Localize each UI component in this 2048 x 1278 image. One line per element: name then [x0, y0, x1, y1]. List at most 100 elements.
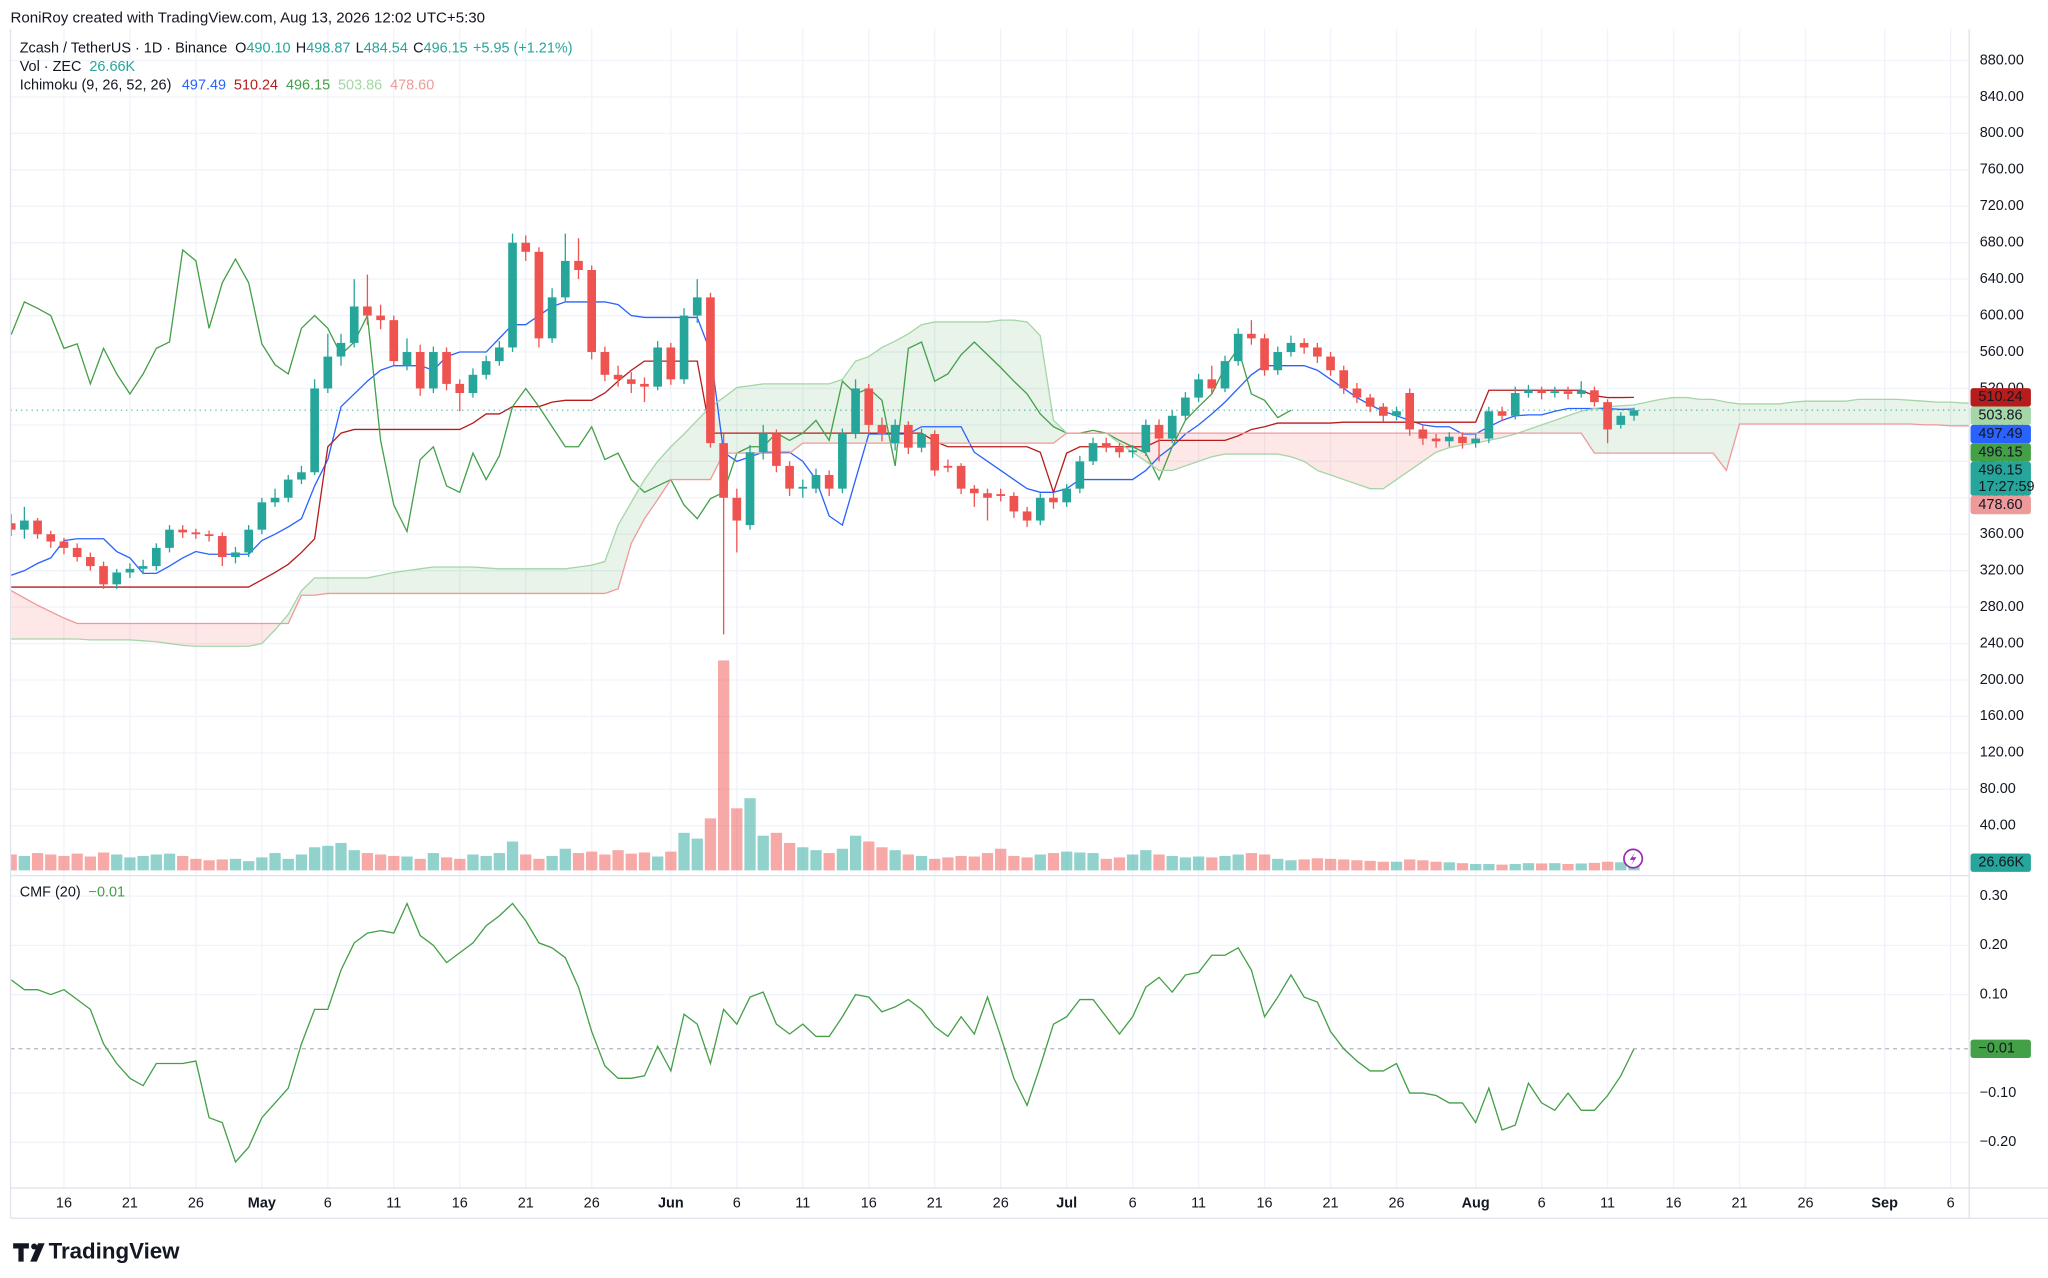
cloud-fill [406, 568, 421, 594]
cloud-fill [1686, 397, 1700, 454]
cloud-fill [1924, 401, 1938, 425]
candle-body [151, 547, 161, 567]
candle-body [191, 532, 201, 535]
y-tick-label: 800.00 [1980, 125, 2024, 141]
cloud-fill [1858, 399, 1872, 424]
volume-bar [1575, 863, 1587, 871]
volume-bar [810, 850, 822, 871]
cloud-fill [974, 321, 988, 444]
volume-bar [1430, 861, 1442, 871]
cloud-fill [354, 577, 368, 594]
cloud-fill [1699, 399, 1714, 454]
volume-bar [586, 851, 598, 871]
volume-bar [1034, 854, 1046, 871]
volume-bar [1126, 854, 1139, 871]
cloud-fill [24, 597, 38, 639]
cloud-fill [947, 321, 962, 444]
volume-bar [1245, 853, 1258, 871]
y-tick-label: 840.00 [1980, 89, 2024, 105]
cloud-fill [314, 577, 328, 596]
candle-body [1458, 436, 1467, 444]
cloud-fill [380, 572, 394, 594]
cloud-fill [1396, 433, 1410, 480]
axis-label-box [1970, 853, 2031, 872]
volume-bar [480, 855, 492, 871]
candle-body [33, 520, 42, 535]
grid [10, 28, 1970, 1189]
cloud-fill [921, 321, 935, 444]
axis-label: 503.86 [1978, 408, 2022, 424]
candle-body [389, 320, 399, 362]
ohlc-key: H [296, 40, 306, 56]
candle-body [613, 374, 623, 380]
candle-body [1616, 415, 1626, 425]
volume-bar [955, 855, 967, 871]
volume-bar [915, 855, 928, 871]
candle-body [1299, 342, 1309, 348]
cloud-fill [486, 567, 500, 594]
candle-body [969, 488, 979, 494]
cloud-fill [815, 383, 830, 444]
candle-body [442, 352, 451, 384]
cloud-fill [50, 611, 64, 639]
volume-bar [1351, 860, 1363, 871]
candle-body [1418, 429, 1428, 439]
volume-bar [823, 853, 835, 871]
cloud-fill [169, 623, 183, 646]
candle-body [1444, 436, 1454, 442]
cloud-fill [301, 577, 315, 596]
volume-bar [1470, 864, 1482, 871]
cloud-fill [1013, 320, 1028, 444]
volume-bar [163, 853, 176, 871]
volume-bar [902, 854, 914, 871]
candle-body [1392, 411, 1401, 416]
credit: RoniRoy created with TradingView.com, Au… [11, 9, 486, 26]
cloud-fill [1871, 399, 1885, 424]
candle-body [1286, 342, 1296, 353]
y-tick-label: 560.00 [1980, 344, 2024, 360]
volume-bar [1100, 858, 1112, 871]
y-tick-label: 880.00 [1980, 52, 2024, 68]
x-tick-label: 6 [1129, 1196, 1137, 1212]
cloud-fill [987, 320, 1001, 444]
volume-bar [256, 857, 268, 871]
x-tick-label: 6 [324, 1196, 332, 1212]
ohlc-value: 496.15 [424, 40, 468, 56]
cloud-fill [393, 570, 407, 594]
cloud-fill [512, 568, 526, 594]
volume-bar [599, 854, 611, 871]
cloud-fill [802, 383, 816, 444]
cloud-fill [1554, 415, 1569, 434]
volume-bar [1285, 860, 1297, 871]
cloud-fill [1449, 433, 1463, 448]
candle-body [1115, 447, 1124, 453]
candle-body [336, 342, 346, 357]
volume-bar [1324, 858, 1337, 871]
cloud-fill [420, 567, 434, 594]
cloud-fill [1317, 433, 1331, 476]
volume-bar [71, 853, 83, 871]
y-tick-label: 640.00 [1980, 271, 2024, 287]
cloud-fill [789, 383, 803, 454]
cloud-fill [908, 324, 922, 444]
symbol-title: Zcash / TetherUS · 1D · Binance [20, 40, 228, 56]
cloud-fill [459, 567, 473, 594]
candle-body [217, 536, 227, 557]
cloud-fill [235, 623, 249, 647]
volume-bar [282, 858, 294, 871]
volume-bar [1166, 855, 1178, 871]
y-tick-label: 0.10 [1980, 986, 2008, 1002]
cloud-fill [116, 623, 130, 640]
volume-bar [1153, 854, 1165, 871]
alert-icon[interactable] [1623, 848, 1644, 869]
cmf-title: CMF (20) [20, 885, 81, 901]
volume-bar [1206, 857, 1218, 871]
volume-bar [678, 832, 690, 871]
candle-body [72, 547, 82, 557]
axis-label: 497.49 [1978, 426, 2022, 442]
volume-bar [1509, 864, 1521, 871]
cloud-fill [1370, 433, 1384, 489]
candle-body [1378, 406, 1388, 416]
volume-bar [1338, 859, 1350, 871]
